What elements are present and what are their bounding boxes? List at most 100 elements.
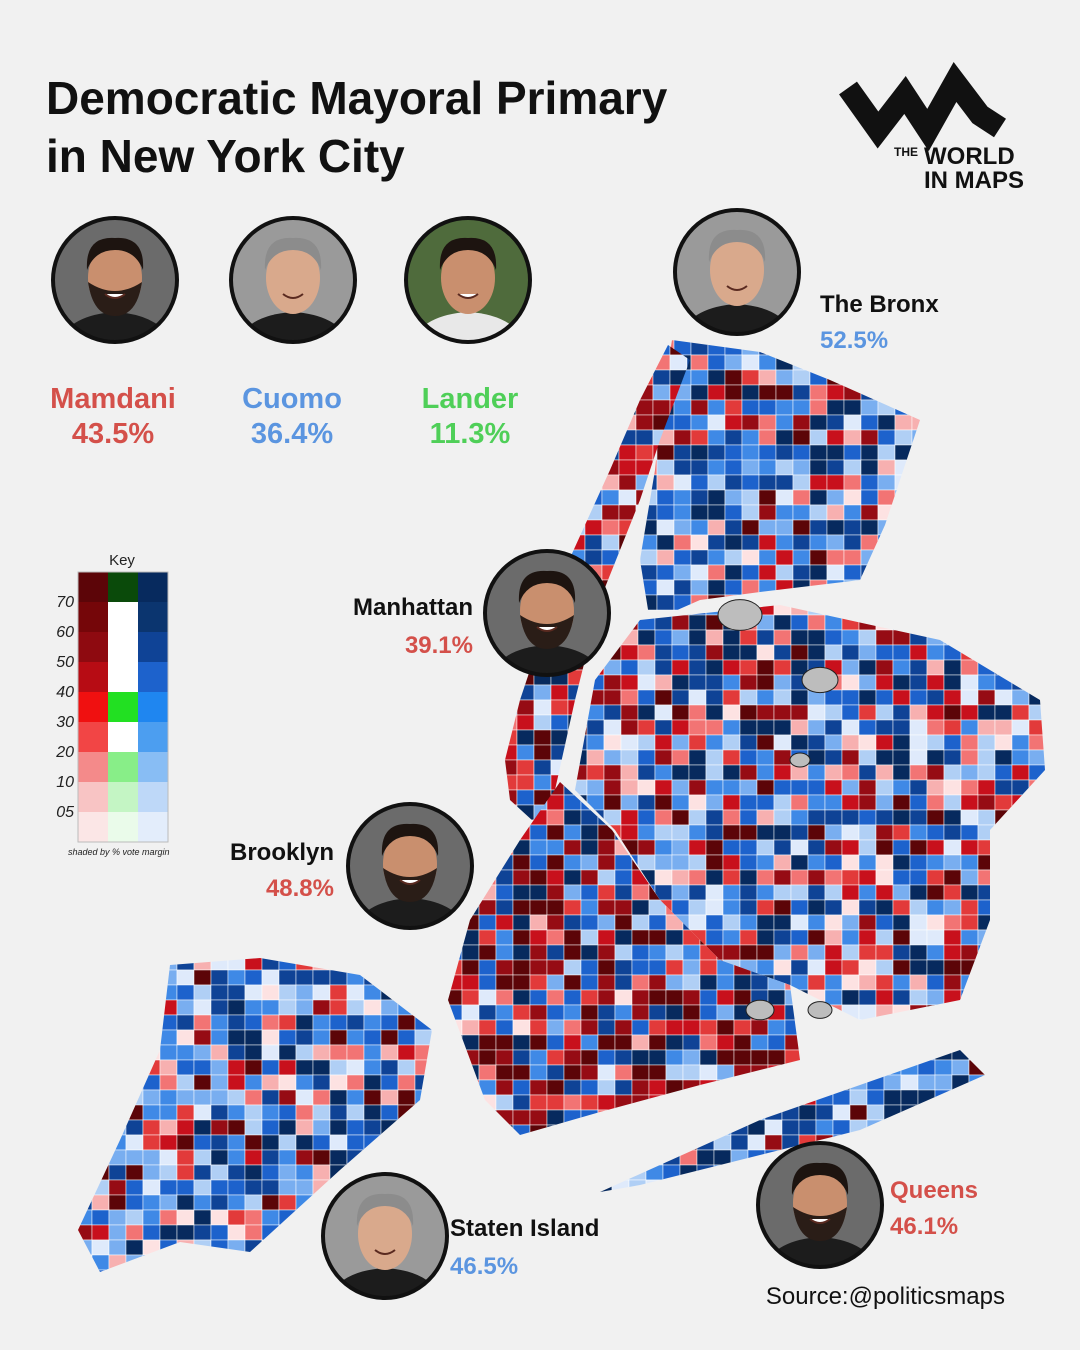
precinct <box>977 605 996 616</box>
precinct <box>826 429 845 446</box>
precinct <box>346 958 365 971</box>
precinct <box>1028 869 1045 886</box>
precinct <box>688 614 707 631</box>
precinct <box>781 1089 800 1106</box>
precinct <box>775 504 794 521</box>
precinct <box>414 1164 432 1181</box>
source: Source:@politicsmaps <box>766 1283 1005 1310</box>
precinct <box>986 1180 1003 1195</box>
precinct <box>858 914 877 931</box>
precinct <box>614 899 633 916</box>
precinct <box>652 369 671 386</box>
precinct <box>142 969 161 986</box>
precinct <box>977 764 996 781</box>
precinct <box>550 345 569 356</box>
precinct <box>380 1044 399 1061</box>
precinct <box>563 1049 582 1066</box>
precinct <box>792 384 811 401</box>
precinct <box>176 1149 195 1166</box>
precinct <box>628 1179 647 1192</box>
precinct <box>1011 809 1030 826</box>
precinct <box>824 974 843 991</box>
precinct <box>662 1119 681 1136</box>
precinct <box>705 764 724 781</box>
precinct <box>261 1209 280 1226</box>
precinct <box>1046 690 1063 705</box>
precinct <box>584 414 603 431</box>
precinct <box>640 579 658 596</box>
precinct <box>414 969 432 986</box>
precinct <box>671 794 690 811</box>
precinct <box>550 729 569 746</box>
precinct <box>648 1079 667 1096</box>
precinct <box>943 914 962 931</box>
precinct <box>807 869 826 886</box>
precinct <box>977 839 996 856</box>
precinct <box>628 1104 647 1121</box>
precinct <box>533 684 552 701</box>
precinct <box>858 659 877 676</box>
precinct <box>843 444 862 461</box>
precinct <box>580 1019 599 1036</box>
precinct <box>722 779 741 796</box>
precinct <box>261 1014 280 1031</box>
precinct <box>227 969 246 986</box>
precinct <box>603 719 622 736</box>
precinct <box>841 809 860 826</box>
precinct <box>824 749 843 766</box>
precinct <box>631 1049 650 1066</box>
precinct <box>758 519 777 536</box>
precinct <box>567 345 586 356</box>
precinct <box>159 1044 178 1061</box>
precinct <box>431 984 432 1001</box>
precinct <box>860 369 879 386</box>
precinct <box>968 1119 985 1136</box>
precinct <box>815 1089 834 1106</box>
precinct <box>911 340 920 356</box>
precinct <box>1028 719 1045 736</box>
precinct <box>807 734 826 751</box>
precinct <box>860 534 879 551</box>
key-swatch <box>108 782 138 812</box>
precinct <box>261 969 280 986</box>
precinct <box>529 929 548 946</box>
precinct <box>312 1134 331 1151</box>
precinct <box>614 989 633 1006</box>
precinct <box>380 1134 399 1151</box>
precinct <box>682 1049 701 1066</box>
precinct <box>807 605 826 616</box>
precinct <box>756 629 775 646</box>
precinct <box>1028 689 1045 706</box>
precinct <box>78 999 93 1016</box>
precinct <box>1011 989 1030 1006</box>
precinct <box>584 489 603 506</box>
precinct <box>533 384 552 401</box>
precinct <box>841 869 860 886</box>
precinct <box>1011 779 1030 796</box>
precinct <box>892 869 911 886</box>
precinct <box>654 824 673 841</box>
precinct <box>448 1109 463 1126</box>
precinct <box>926 644 945 661</box>
precinct <box>1028 884 1045 901</box>
precinct <box>261 1029 280 1046</box>
precinct <box>707 444 726 461</box>
precinct <box>960 1019 979 1020</box>
precinct <box>584 369 603 386</box>
precinct <box>567 459 586 476</box>
precinct <box>108 1224 127 1241</box>
precinct <box>875 614 894 631</box>
precinct <box>295 1089 314 1106</box>
precinct <box>671 839 690 856</box>
precinct <box>758 489 777 506</box>
precinct <box>841 704 860 721</box>
precinct <box>767 1034 786 1051</box>
precinct <box>894 354 913 371</box>
precinct <box>960 959 979 976</box>
precinct <box>866 1089 885 1106</box>
precinct <box>892 899 911 916</box>
key-swatch <box>78 602 108 632</box>
precinct <box>414 1029 432 1046</box>
precinct <box>841 929 860 946</box>
precinct <box>773 764 792 781</box>
